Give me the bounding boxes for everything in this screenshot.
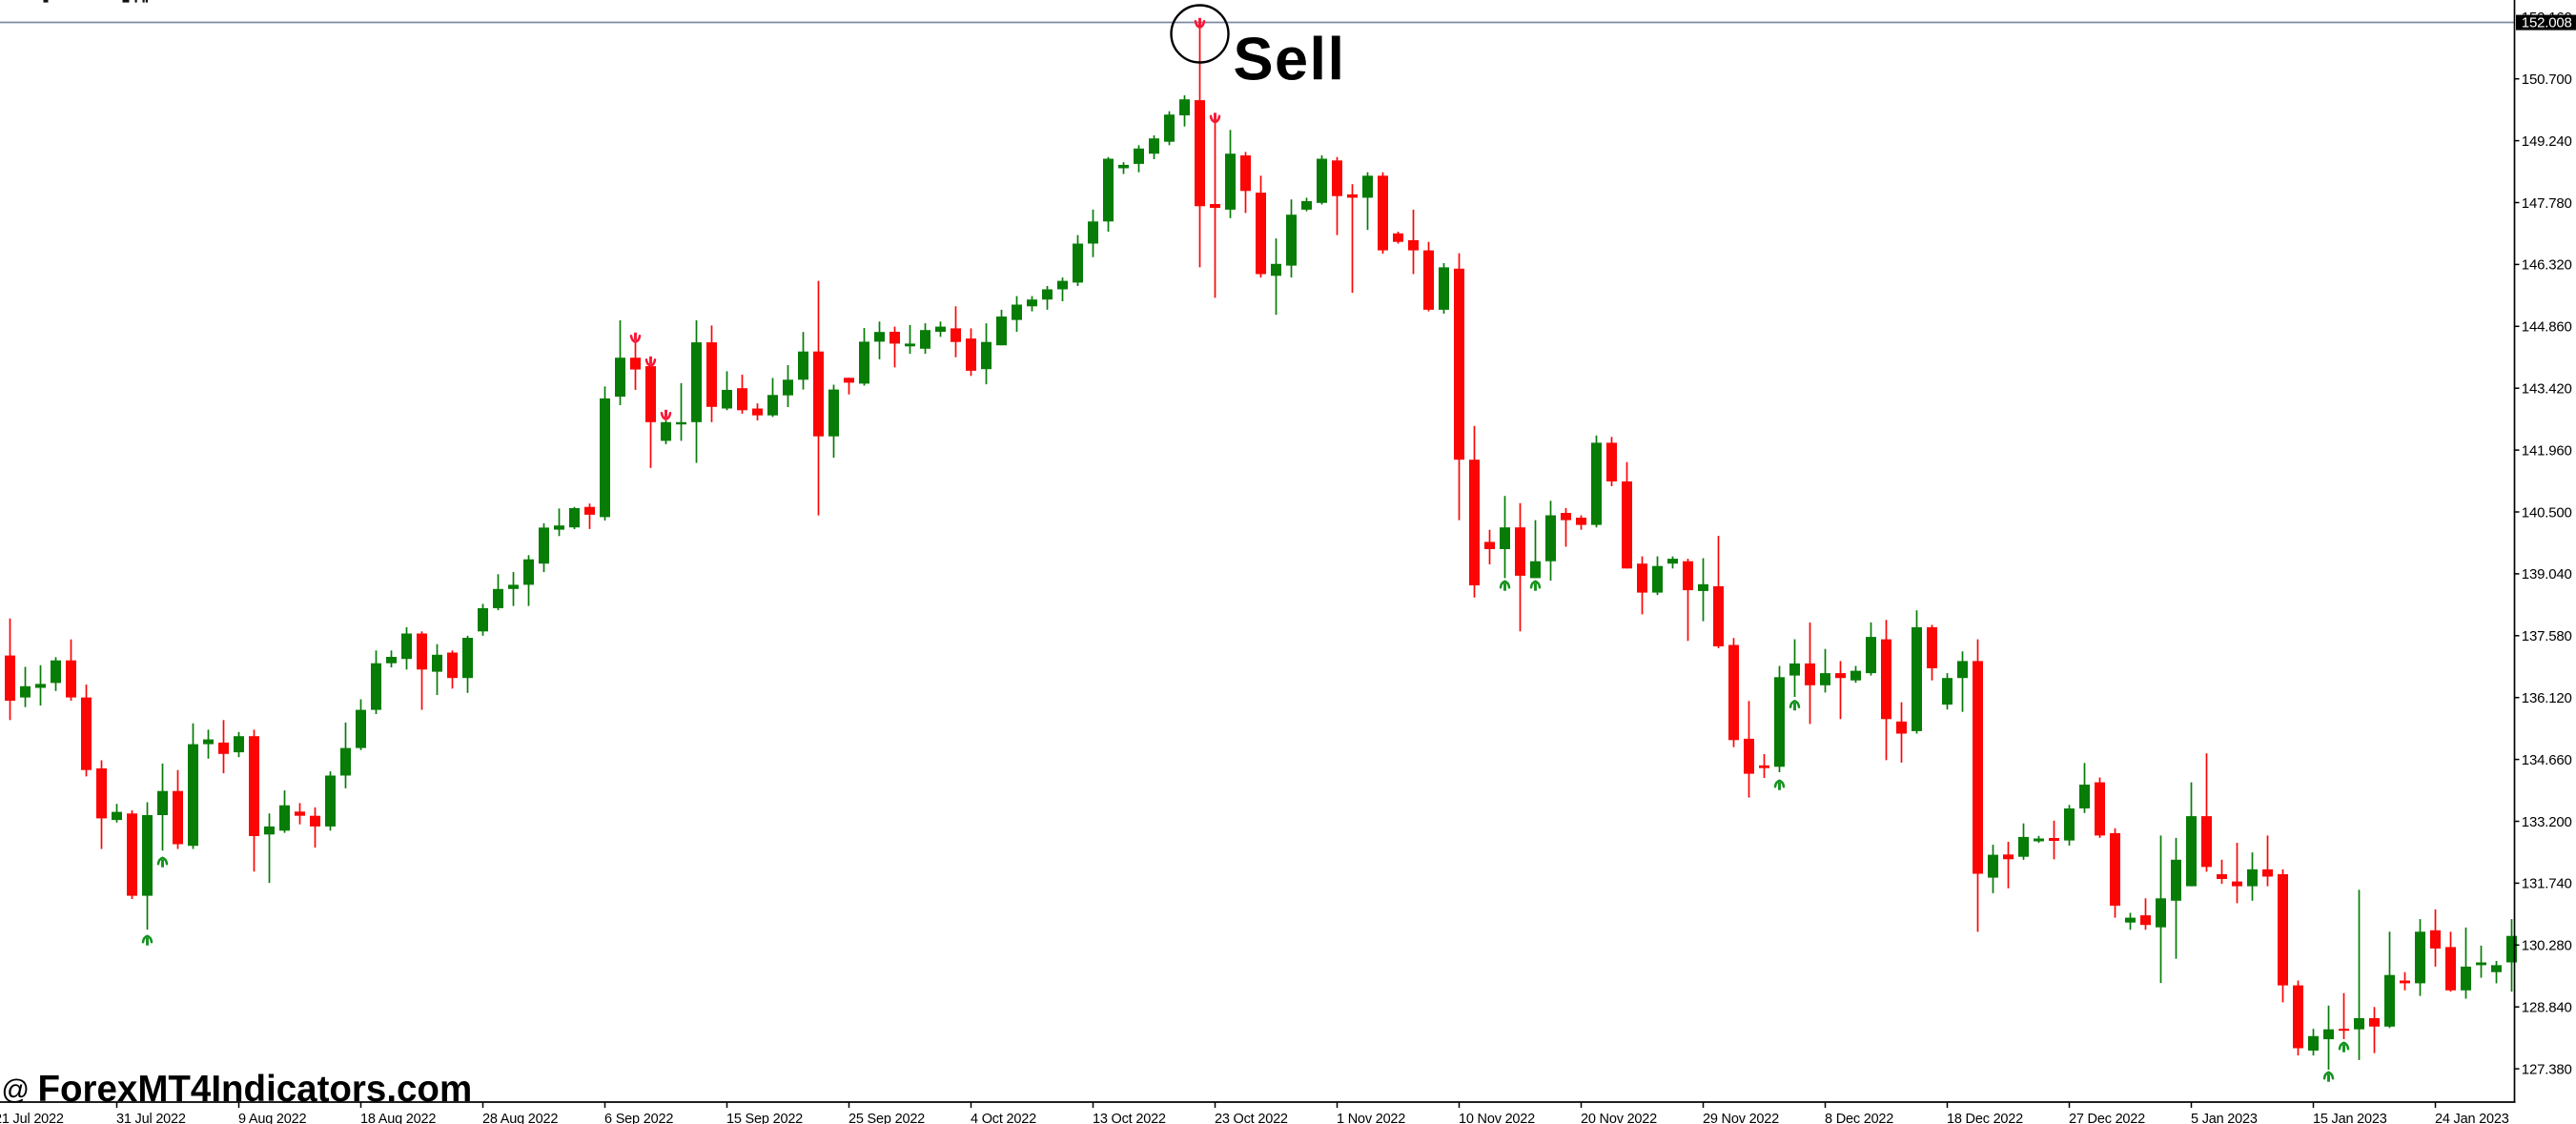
- svg-text:29 Nov 2022: 29 Nov 2022: [1703, 1112, 1779, 1124]
- svg-text:133.200: 133.200: [2522, 814, 2572, 830]
- svg-text:141.960: 141.960: [2522, 442, 2572, 459]
- svg-text:127.380: 127.380: [2522, 1061, 2572, 1077]
- svg-text:27 Dec 2022: 27 Dec 2022: [2069, 1112, 2145, 1124]
- svg-text:9 Aug 2022: 9 Aug 2022: [238, 1112, 307, 1124]
- svg-text:24 Jan 2023: 24 Jan 2023: [2435, 1112, 2509, 1124]
- svg-text:128.840: 128.840: [2522, 1000, 2572, 1016]
- svg-text:146.320: 146.320: [2522, 257, 2572, 274]
- svg-text:131.740: 131.740: [2522, 876, 2572, 892]
- svg-text:ForexMT4Indicators.com: ForexMT4Indicators.com: [38, 1069, 473, 1110]
- svg-text:@: @: [2, 1075, 30, 1106]
- svg-text:136.120: 136.120: [2522, 690, 2572, 706]
- svg-text:6 Sep 2022: 6 Sep 2022: [604, 1112, 673, 1124]
- svg-text:4 Oct 2022: 4 Oct 2022: [971, 1112, 1036, 1124]
- svg-text:13 Oct 2022: 13 Oct 2022: [1093, 1112, 1166, 1124]
- svg-text:152.008: 152.008: [2522, 15, 2572, 31]
- svg-text:5 Jan 2023: 5 Jan 2023: [2191, 1112, 2258, 1124]
- svg-text:149.240: 149.240: [2522, 133, 2572, 150]
- svg-text:147.780: 147.780: [2522, 195, 2572, 212]
- svg-text:28 Aug 2022: 28 Aug 2022: [482, 1112, 558, 1124]
- svg-text:10 Nov 2022: 10 Nov 2022: [1459, 1112, 1535, 1124]
- svg-text:150.700: 150.700: [2522, 72, 2572, 88]
- svg-text:18 Dec 2022: 18 Dec 2022: [1947, 1112, 2023, 1124]
- svg-text:143.420: 143.420: [2522, 381, 2572, 398]
- svg-text:130.280: 130.280: [2522, 938, 2572, 954]
- svg-text:15 Sep 2022: 15 Sep 2022: [726, 1112, 803, 1124]
- svg-text:134.660: 134.660: [2522, 752, 2572, 768]
- svg-text:18 Aug 2022: 18 Aug 2022: [360, 1112, 436, 1124]
- svg-text:140.500: 140.500: [2522, 504, 2572, 521]
- svg-text:8 Dec 2022: 8 Dec 2022: [1825, 1112, 1893, 1124]
- svg-text:139.040: 139.040: [2522, 566, 2572, 582]
- svg-text:31 Jul 2022: 31 Jul 2022: [116, 1112, 186, 1124]
- svg-text:23 Oct 2022: 23 Oct 2022: [1215, 1112, 1288, 1124]
- svg-text:1 Nov 2022: 1 Nov 2022: [1337, 1112, 1405, 1124]
- svg-text:20 Nov 2022: 20 Nov 2022: [1581, 1112, 1657, 1124]
- svg-text:15 Jan 2023: 15 Jan 2023: [2313, 1112, 2387, 1124]
- svg-text:137.580: 137.580: [2522, 628, 2572, 644]
- svg-text:144.860: 144.860: [2522, 319, 2572, 336]
- svg-text:21 Jul 2022: 21 Jul 2022: [0, 1112, 64, 1124]
- svg-text:Sell: Sell: [1234, 27, 1346, 93]
- svg-text:25 Sep 2022: 25 Sep 2022: [848, 1112, 925, 1124]
